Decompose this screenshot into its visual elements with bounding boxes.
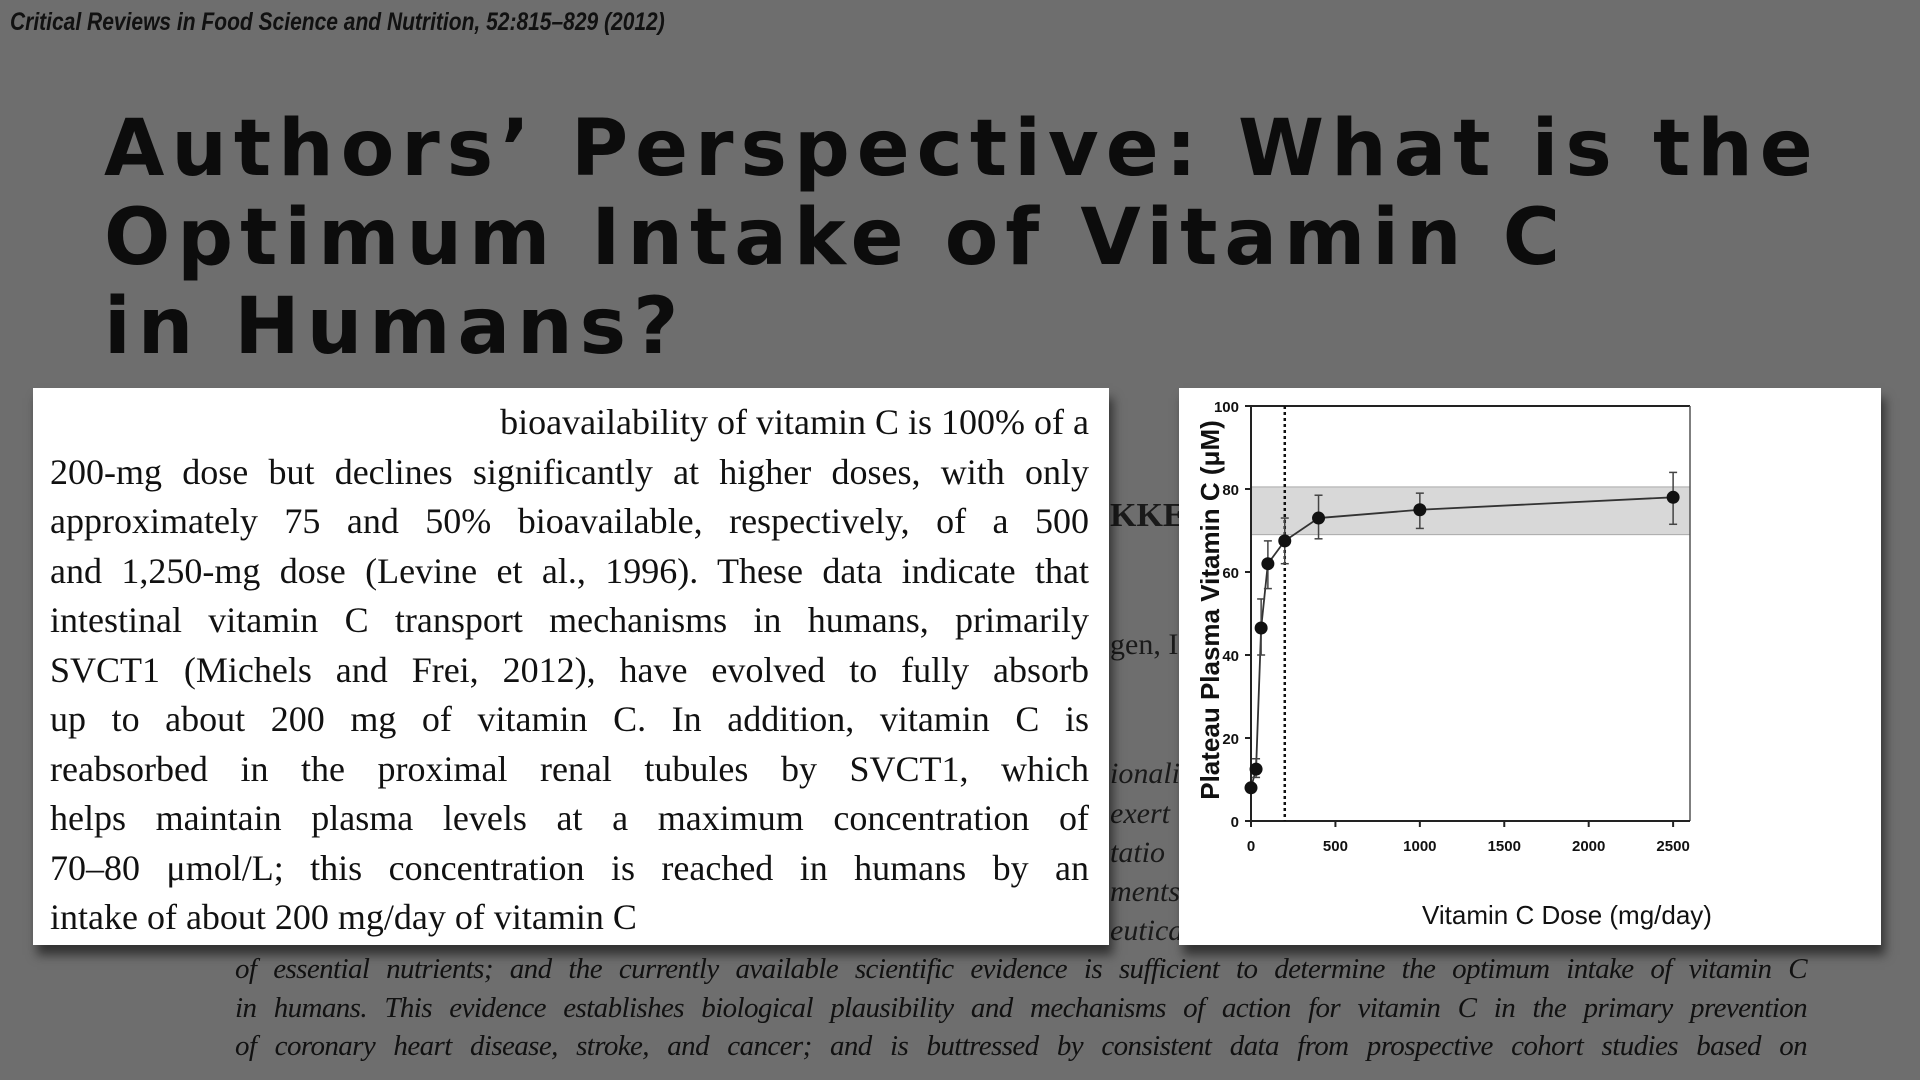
chart-card: 0 20 40 60 80 100 0 500 1000 1500 2000 2500 Vitamin… bbox=[1179, 388, 1881, 945]
title-line: Optimum Intake of Vitamin C bbox=[104, 193, 1567, 283]
abstract-line: of coronary heart disease, stroke, and c… bbox=[235, 1030, 1808, 1062]
excerpt-line: approximately 75 and 50% bioavailable, r… bbox=[50, 501, 1089, 541]
background-text-fragment: eutica bbox=[1110, 914, 1184, 947]
title-line: Authors’ Perspective: What is the bbox=[104, 104, 1820, 194]
background-text-fragment: KKE bbox=[1110, 497, 1186, 534]
data-point bbox=[1312, 511, 1326, 525]
background-text-fragment: ments bbox=[1110, 875, 1180, 908]
excerpt-line: intestinal vitamin C transport mechanism… bbox=[50, 600, 1089, 640]
data-point bbox=[1666, 490, 1680, 504]
background-text-fragment: exert bbox=[1110, 797, 1170, 830]
excerpt-card: bioavailability of vitamin C is 100% of … bbox=[33, 388, 1109, 945]
journal-citation: Critical Reviews in Food Science and Nut… bbox=[10, 8, 665, 36]
x-axis-label: Vitamin C Dose (mg/day) bbox=[1422, 900, 1712, 930]
excerpt-line: intake of about 200 mg/day of vitamin C bbox=[50, 897, 637, 937]
abstract-line: of essential nutrients; and the currentl… bbox=[235, 953, 1808, 985]
y-axis-label: Plateau Plasma Vitamin C (μM) bbox=[1195, 420, 1225, 800]
x-tick-label: 0 bbox=[1247, 838, 1255, 855]
data-point bbox=[1244, 781, 1258, 795]
x-tick-label: 500 bbox=[1323, 838, 1348, 855]
y-tick-label: 20 bbox=[1222, 731, 1239, 748]
data-point bbox=[1261, 557, 1275, 571]
y-tick-label: 100 bbox=[1214, 399, 1239, 416]
series-line bbox=[1250, 496, 1674, 789]
y-tick-label: 80 bbox=[1222, 482, 1239, 499]
abstract-text: of essential nutrients; and the currentl… bbox=[235, 950, 1808, 1066]
title-line: in Humans? bbox=[104, 282, 686, 372]
x-tick-label: 2000 bbox=[1572, 838, 1605, 855]
data-point bbox=[1413, 503, 1427, 517]
data-point bbox=[1254, 621, 1268, 635]
excerpt-line: reabsorbed in the proximal renal tubules… bbox=[50, 748, 1089, 789]
excerpt-line: up to about 200 mg of vitamin C. In addi… bbox=[50, 699, 1089, 739]
excerpt-line: helps maintain plasma levels at a maximu… bbox=[50, 798, 1089, 838]
abstract-line: in humans. This evidence establishes bio… bbox=[235, 991, 1808, 1024]
data-point bbox=[1249, 762, 1263, 776]
x-tick-label: 2500 bbox=[1656, 838, 1689, 855]
shaded-range-band bbox=[1250, 486, 1691, 536]
data-point bbox=[1278, 534, 1292, 548]
background-text-fragment: gen, I bbox=[1110, 628, 1179, 661]
x-tick-label: 1000 bbox=[1403, 838, 1436, 855]
excerpt-line: SVCT1 (Michels and Frei, 2012), have evo… bbox=[50, 649, 1089, 690]
excerpt-line: 70–80 μmol/L; this concentration is reac… bbox=[50, 847, 1089, 888]
x-tick-label: 1500 bbox=[1488, 838, 1521, 855]
y-tick-label: 0 bbox=[1231, 814, 1239, 831]
background-text-fragment: ionali bbox=[1110, 757, 1181, 790]
background-text-fragment: tatio bbox=[1110, 836, 1166, 869]
excerpt-line: and 1,250-mg dose (Levine et al., 1996).… bbox=[50, 550, 1089, 591]
article-title: Authors’ Perspective: What is the Optimu… bbox=[104, 105, 1820, 372]
y-tick-label: 40 bbox=[1222, 648, 1239, 665]
excerpt-line: bioavailability of vitamin C is 100% of … bbox=[500, 402, 1089, 442]
excerpt-line: 200-mg dose but declines significantly a… bbox=[50, 451, 1089, 492]
y-tick-label: 60 bbox=[1222, 565, 1239, 582]
